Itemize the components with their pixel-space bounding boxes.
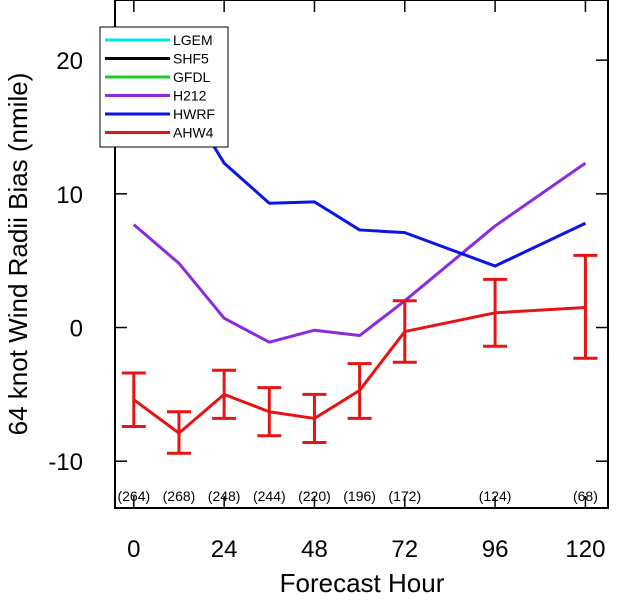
x-tick-label: 72 — [391, 536, 418, 563]
legend-label-gfdl: GFDL — [173, 69, 211, 85]
y-tick-label: 10 — [56, 182, 83, 209]
legend-label-lgem: LGEM — [173, 32, 213, 48]
sample-count-label: (244) — [253, 488, 286, 504]
sample-count-label: (264) — [117, 488, 150, 504]
legend-box — [99, 26, 229, 148]
sample-count-label: (220) — [298, 488, 331, 504]
x-tick-label: 24 — [211, 536, 238, 563]
sample-count-label: (196) — [343, 488, 376, 504]
plot-frame — [114, 0, 609, 509]
y-tick-label: 20 — [56, 48, 83, 75]
sample-count-label: (172) — [388, 488, 421, 504]
x-tick-label: 120 — [565, 536, 605, 563]
series-line-h212 — [132, 161, 587, 344]
legend-label-shf5: SHF5 — [173, 51, 209, 67]
sample-count-label: (124) — [479, 488, 512, 504]
x-axis-title: Forecast Hour — [280, 568, 445, 598]
y-tick-label: 0 — [70, 316, 83, 343]
y-axis-title: 64 knot Wind Radii Bias (nmile) — [3, 73, 33, 436]
legend-label-ahw4: AHW4 — [173, 125, 214, 141]
x-tick-label: 0 — [127, 536, 140, 563]
sample-count-label: (68) — [573, 488, 598, 504]
sample-count-label: (248) — [208, 488, 241, 504]
sample-count-labels: (264) (268) (248) (244) (220) (196) (172) (124)… — [117, 488, 597, 504]
legend: LGEM SHF5 GFDL H212 HWRF AHW4 — [99, 26, 229, 148]
x-tick-label: 48 — [301, 536, 328, 563]
legend-label-h212: H212 — [173, 88, 207, 104]
y-tick-label: -10 — [48, 449, 83, 476]
x-tick-label: 96 — [482, 536, 509, 563]
legend-label-hwrf: HWRF — [173, 106, 215, 122]
axis-ticks: 0 24 48 72 96 120 -10 0 10 20 — [48, 0, 608, 563]
sample-count-label: (268) — [163, 488, 196, 504]
